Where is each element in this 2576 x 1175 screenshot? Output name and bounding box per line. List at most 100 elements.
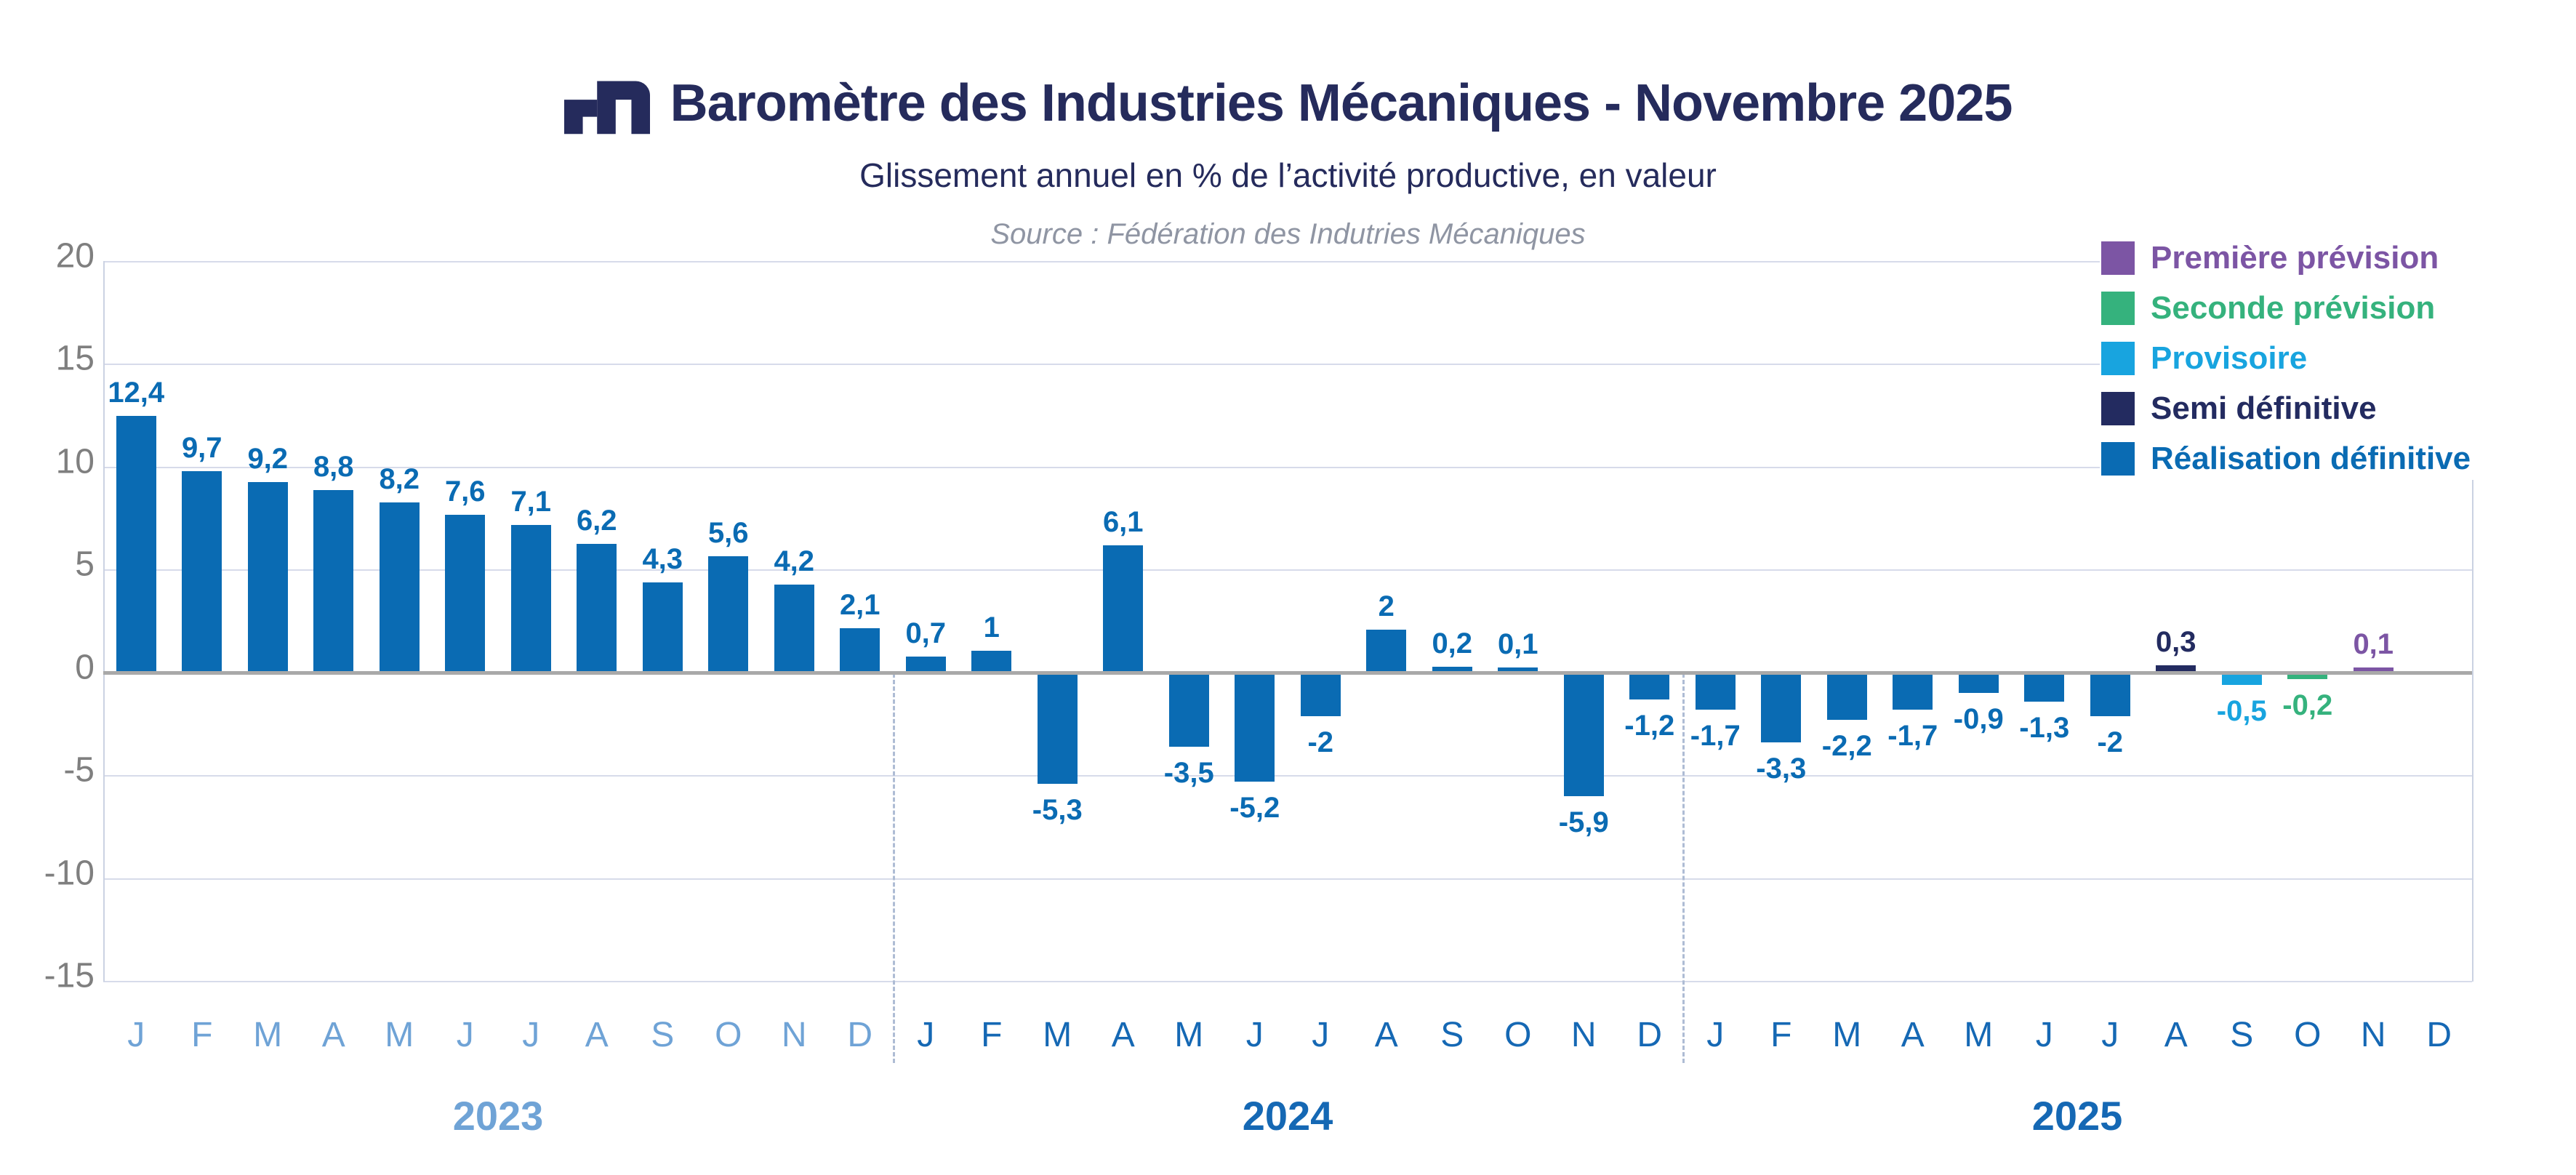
bar-2025-7 xyxy=(2090,675,2130,716)
legend-swatch-semi xyxy=(2101,392,2135,425)
x-axis-month-2025-9: S xyxy=(2230,1016,2254,1054)
legend-swatch-premiere xyxy=(2101,241,2135,275)
fim-logo-icon xyxy=(563,81,650,135)
bar-2023-11 xyxy=(774,585,814,671)
bar-value-2024-1: 0,7 xyxy=(905,617,947,650)
x-axis-month-2024-8: A xyxy=(1374,1016,1398,1054)
legend-item-premiere: Première prévision xyxy=(2101,240,2471,276)
bar-2023-9 xyxy=(642,582,683,671)
bar-value-2025-2: -3,3 xyxy=(1756,753,1807,785)
x-axis-month-2025-11: N xyxy=(2360,1016,2386,1054)
x-axis-month-2025-8: A xyxy=(2164,1016,2188,1054)
x-axis-month-2024-7: J xyxy=(1312,1016,1330,1054)
gridline-5 xyxy=(103,569,2472,571)
x-axis-month-2025-1: J xyxy=(1706,1016,1725,1054)
bar-value-2024-11: -5,9 xyxy=(1558,806,1609,838)
chart-subtitle: Glissement annuel en % de l’activité pro… xyxy=(859,156,1717,194)
y-axis-tick-5: 5 xyxy=(75,545,95,584)
x-axis-month-2024-2: F xyxy=(981,1016,1003,1054)
bar-2025-3 xyxy=(1826,675,1867,721)
bar-2023-3 xyxy=(247,481,288,671)
bar-value-2024-9: 0,2 xyxy=(1432,627,1473,660)
gridline-10 xyxy=(103,466,2472,468)
bar-value-2025-10: -0,2 xyxy=(2282,689,2333,721)
bar-value-2023-12: 2,1 xyxy=(839,588,880,621)
x-axis-month-2025-3: M xyxy=(1832,1016,1862,1054)
x-axis-month-2024-5: M xyxy=(1174,1016,1204,1054)
bar-value-2025-5: -0,9 xyxy=(1953,703,2004,736)
legend-item-provisoire: Provisoire xyxy=(2101,340,2471,377)
x-axis-month-2024-12: D xyxy=(1637,1016,1663,1054)
bar-2024-12 xyxy=(1629,675,1670,699)
bar-2024-7 xyxy=(1300,675,1341,716)
bar-2024-6 xyxy=(1235,675,1275,782)
bar-2024-1 xyxy=(905,657,946,671)
bar-value-2023-9: 4,3 xyxy=(642,543,683,576)
y-axis-tick--5: -5 xyxy=(63,750,95,790)
x-axis-month-2023-10: O xyxy=(715,1016,742,1054)
x-axis-month-2023-11: N xyxy=(781,1016,807,1054)
bar-2023-5 xyxy=(379,502,420,671)
bar-value-2023-1: 12,4 xyxy=(108,377,165,409)
bar-2024-11 xyxy=(1563,675,1604,796)
x-axis-month-2025-2: F xyxy=(1770,1016,1792,1054)
x-axis-year-2023: 2023 xyxy=(452,1093,544,1139)
gridline--10 xyxy=(103,878,2472,880)
x-axis-month-2024-3: M xyxy=(1043,1016,1072,1054)
bar-2024-5 xyxy=(1168,675,1209,747)
y-axis-tick-20: 20 xyxy=(55,236,95,275)
legend-item-seconde: Seconde prévision xyxy=(2101,290,2471,326)
x-axis-month-2023-4: A xyxy=(321,1016,345,1054)
legend-item-semi: Semi définitive xyxy=(2101,390,2471,427)
bar-2025-11 xyxy=(2353,667,2394,671)
bar-2023-10 xyxy=(708,556,749,671)
plot-right-border xyxy=(2472,261,2473,982)
bar-value-2025-9: -0,5 xyxy=(2216,695,2267,728)
bar-2023-8 xyxy=(577,543,617,671)
bar-value-2023-7: 7,1 xyxy=(510,486,552,518)
x-axis-month-2023-2: F xyxy=(191,1016,213,1054)
bar-2024-2 xyxy=(971,650,1012,671)
y-axis-tick-10: 10 xyxy=(55,442,95,481)
bar-2023-12 xyxy=(840,627,880,671)
x-axis-month-2025-4: A xyxy=(1901,1016,1925,1054)
bar-value-2023-3: 9,2 xyxy=(247,442,289,475)
bar-2023-1 xyxy=(116,416,156,671)
bar-value-2025-6: -1,3 xyxy=(2019,711,2070,744)
x-axis-month-2024-6: J xyxy=(1245,1016,1264,1054)
bar-value-2024-6: -5,2 xyxy=(1229,792,1280,825)
y-axis-tick-15: 15 xyxy=(55,339,95,378)
y-axis-tick--10: -10 xyxy=(44,854,95,892)
chart-source: Source : Fédération des Indutries Mécani… xyxy=(990,218,1586,250)
x-axis-year-2024: 2024 xyxy=(1242,1093,1333,1139)
bar-2023-6 xyxy=(445,514,486,671)
gridline-15 xyxy=(103,364,2472,365)
bar-value-2023-8: 6,2 xyxy=(576,504,617,537)
x-axis-month-2024-11: N xyxy=(1570,1016,1597,1054)
x-axis-month-2023-9: S xyxy=(651,1016,675,1054)
legend-label-realisation: Réalisation définitive xyxy=(2151,441,2471,476)
x-axis-month-2025-10: O xyxy=(2294,1016,2322,1054)
bar-2025-4 xyxy=(1893,675,1933,710)
bar-value-2024-10: 0,1 xyxy=(1497,628,1538,660)
bar-value-2024-5: -3,5 xyxy=(1163,757,1214,790)
legend-swatch-realisation xyxy=(2101,442,2135,476)
legend-swatch-provisoire xyxy=(2101,342,2135,375)
page-title: Baromètre des Industries Mécaniques - No… xyxy=(670,74,2013,132)
bar-2023-2 xyxy=(182,471,222,671)
x-axis-month-2024-1: J xyxy=(917,1016,935,1054)
x-axis-month-2023-7: J xyxy=(522,1016,540,1054)
x-axis-month-2023-3: M xyxy=(253,1016,283,1054)
bar-value-2025-3: -2,2 xyxy=(1821,730,1872,763)
x-axis-month-2024-9: S xyxy=(1440,1016,1464,1054)
bar-2024-8 xyxy=(1366,630,1407,671)
x-axis-month-2025-12: D xyxy=(2426,1016,2452,1054)
bar-2025-10 xyxy=(2287,675,2328,679)
y-axis-tick-0: 0 xyxy=(75,648,95,686)
x-axis-month-2023-1: J xyxy=(127,1016,145,1054)
bar-2025-1 xyxy=(1695,675,1736,710)
legend-label-premiere: Première prévision xyxy=(2151,240,2439,276)
year-divider xyxy=(1682,673,1685,1063)
bar-value-2025-1: -1,7 xyxy=(1690,720,1741,753)
